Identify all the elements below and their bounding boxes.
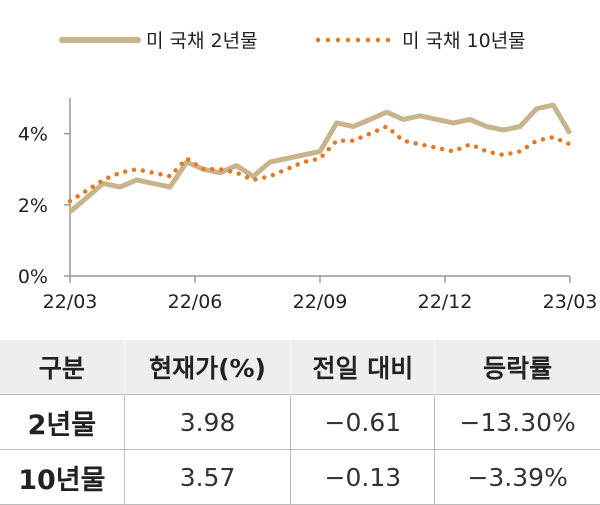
y-tick-label: 2% [18, 195, 48, 217]
header-change: 전일 대비 [290, 340, 435, 395]
table-row: 10년물 3.57 −0.13 −3.39% [0, 449, 600, 505]
change-rate: −3.39% [434, 449, 600, 505]
change-rate: −13.30% [434, 394, 600, 450]
plot-area [67, 102, 573, 214]
series-2yr-line [68, 102, 573, 214]
row-label: 2년물 [0, 394, 125, 450]
series-10yr-line [67, 123, 573, 204]
x-tick-label: 22/06 [168, 291, 223, 313]
yield-chart: 미 국채 2년물 미 국채 10년물 0% 2% 4% 22/03 22/06 22/09 2… [18, 30, 598, 313]
legend-label-10yr: 미 국채 10년물 [402, 30, 526, 52]
table-row: 2년물 3.98 −0.61 −13.30% [0, 394, 600, 450]
legend-label-2yr: 미 국채 2년물 [146, 30, 258, 52]
x-tick-label: 22/03 [43, 291, 98, 313]
x-tick-label: 22/09 [293, 291, 348, 313]
yield-table: 구분 현재가(%) 전일 대비 등락률 2년물 3.98 −0.61 −13.3… [0, 340, 600, 505]
header-rate: 등락률 [434, 340, 600, 395]
y-tick-label: 4% [18, 124, 48, 146]
header-category: 구분 [0, 340, 125, 395]
table-header-row: 구분 현재가(%) 전일 대비 등락률 [0, 340, 600, 395]
daily-change: −0.61 [290, 394, 435, 450]
y-tick-label: 0% [18, 266, 48, 288]
row-label: 10년물 [0, 449, 125, 505]
header-current: 현재가(%) [123, 340, 291, 395]
daily-change: −0.13 [290, 449, 435, 505]
current-value: 3.98 [123, 394, 291, 450]
current-value: 3.57 [123, 449, 291, 505]
legend: 미 국채 2년물 미 국채 10년물 [59, 30, 526, 52]
axes: 0% 2% 4% 22/03 22/06 22/09 22/12 23/03 [18, 98, 598, 313]
x-tick-label: 23/03 [543, 291, 598, 313]
x-tick-label: 22/12 [418, 291, 473, 313]
